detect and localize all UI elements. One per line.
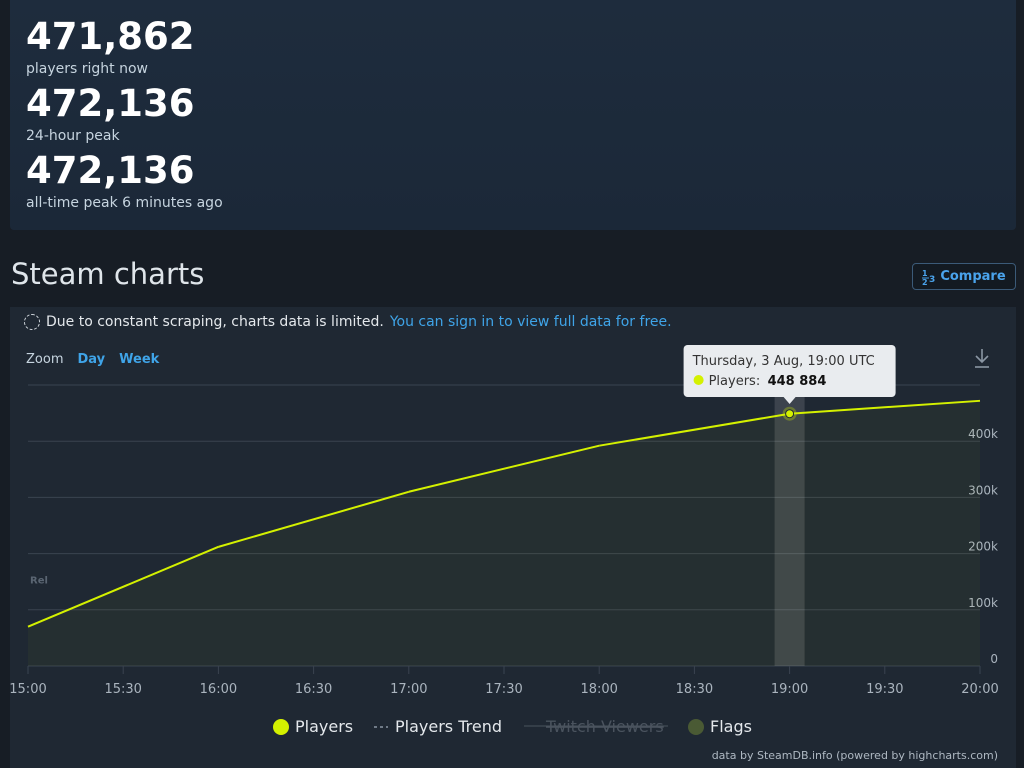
stat-value: 471,862 — [26, 15, 195, 58]
stat-value: 472,136 — [26, 149, 195, 192]
stat-label: players right now — [26, 61, 148, 77]
compare-icon: 1 2 3 — [922, 269, 936, 285]
players-line-segment — [789, 399, 981, 415]
svg-text:2: 2 — [922, 278, 928, 285]
players-line-segment — [27, 545, 219, 628]
zoom-label: Zoom — [26, 352, 64, 367]
stat-all-time-peak: 472,136 all-time peak 6 minutes ago — [26, 152, 223, 211]
stats-panel: 471,862 players right now 472,136 24-hou… — [10, 0, 1016, 230]
tooltip-arrow — [783, 397, 796, 404]
y-tick-label: 100k — [968, 596, 998, 610]
hover-band — [774, 375, 805, 666]
x-tick-label: 19:00 — [771, 682, 808, 697]
section-title: Steam charts — [11, 257, 205, 291]
players-line-segment — [408, 444, 600, 493]
svg-text:1: 1 — [922, 269, 928, 278]
players-line-segment — [218, 490, 410, 548]
legend-players: Players — [295, 717, 353, 736]
x-tick-label: 17:30 — [485, 682, 522, 697]
x-tick-label: 20:00 — [961, 682, 998, 697]
flag-label: Rel — [30, 576, 48, 587]
chart-credits: data by SteamDB.info (powered by highcha… — [711, 749, 998, 762]
y-tick-label: 0 — [990, 652, 998, 666]
zoom-week-button[interactable]: Week — [119, 352, 160, 367]
y-tick-label: 400k — [968, 427, 998, 441]
x-tick-label: 15:00 — [10, 682, 47, 697]
data-limited-notice: Due to constant scraping, charts data is… — [24, 314, 672, 330]
legend-players-marker — [273, 719, 289, 735]
svg-text:3: 3 — [929, 275, 935, 285]
legend-flags-marker — [688, 719, 704, 735]
players-chart[interactable]: 0 100k 200k 300k 400k 15:00 15:30 16:00 16:30 17:… — [10, 307, 1016, 768]
hover-point — [785, 409, 795, 419]
download-icon[interactable] — [972, 347, 992, 369]
x-tick-label: 16:00 — [200, 682, 237, 697]
players-area — [28, 400, 980, 666]
sign-in-link[interactable]: You can sign in to view full data for fr… — [389, 314, 672, 330]
stat-value: 472,136 — [26, 82, 195, 125]
x-tick-label: 16:30 — [295, 682, 332, 697]
compare-label: Compare — [940, 269, 1006, 284]
x-tick-label: 17:00 — [390, 682, 427, 697]
tooltip-box — [683, 345, 896, 397]
y-tick-label: 300k — [968, 483, 998, 497]
stat-label: all-time peak 6 minutes ago — [26, 195, 223, 211]
x-tick-label: 19:30 — [866, 682, 903, 697]
x-tick-label: 18:30 — [676, 682, 713, 697]
zoom-day-button[interactable]: Day — [77, 352, 106, 367]
notice-text: Due to constant scraping, charts data is… — [46, 314, 384, 330]
zoom-controls: Zoom Day Week — [26, 352, 159, 367]
tooltip-series-label: Players: — [709, 374, 761, 389]
chart-panel: 0 100k 200k 300k 400k 15:00 15:30 16:00 16:30 17:… — [10, 307, 1016, 768]
players-line-segment — [599, 412, 790, 447]
legend-flags: Flags — [710, 717, 752, 736]
tooltip-date: Thursday, 3 Aug, 19:00 UTC — [692, 354, 875, 369]
legend-players-trend: Players Trend — [395, 717, 502, 736]
compare-button[interactable]: 1 2 3 Compare — [912, 263, 1016, 290]
tooltip-value: 448 884 — [768, 374, 827, 389]
x-tick-label: 15:30 — [104, 682, 141, 697]
loading-spinner-icon — [24, 314, 40, 330]
x-tick-label: 18:00 — [580, 682, 617, 697]
stat-current-players: 471,862 players right now — [26, 18, 195, 77]
tooltip-series-marker — [693, 375, 704, 385]
y-tick-label: 200k — [968, 540, 998, 554]
stat-24h-peak: 472,136 24-hour peak — [26, 85, 195, 144]
stat-label: 24-hour peak — [26, 128, 120, 144]
